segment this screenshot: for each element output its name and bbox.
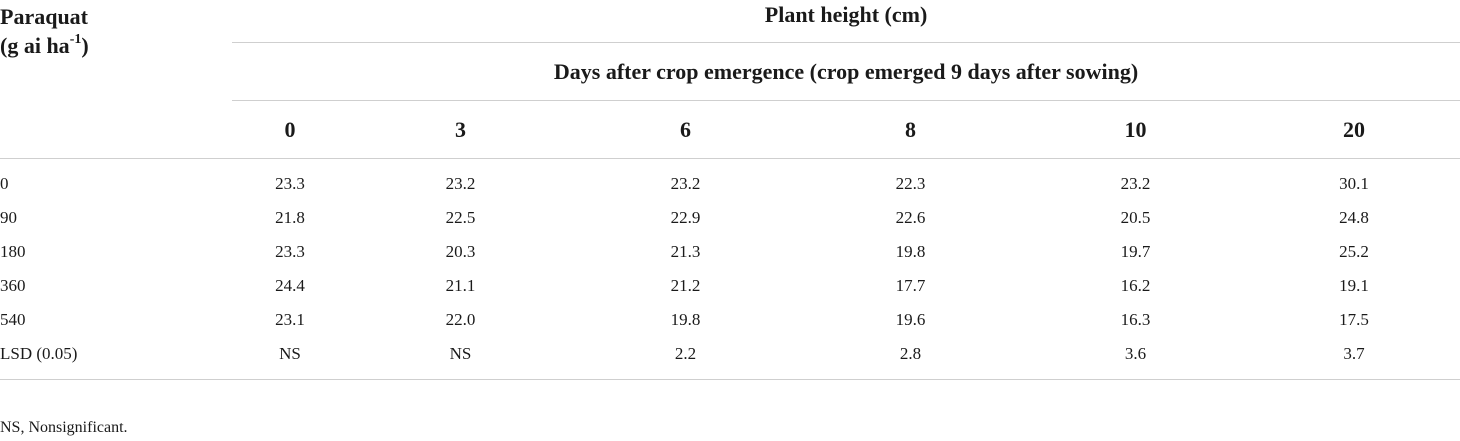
table-footnote: NS, Nonsignificant. [0,419,128,436]
table-cell: 3.6 [1023,337,1248,380]
table-cell: 21.8 [275,208,305,227]
table-cell: NS [232,337,348,380]
table-cell: 19.8 [670,310,701,329]
stub-header-line2-suffix: ) [81,33,89,58]
row-label: LSD (0.05) [0,337,232,380]
table-cell: 23.2 [445,174,476,193]
table-cell: 17.7 [895,276,926,295]
table-cell: 17.5 [1339,310,1369,329]
day-column-header: 10 [1023,100,1248,159]
day-column-header: 6 [573,100,798,159]
stub-header-line1: Paraquat [0,4,88,29]
table-cell: 3.7 [1248,337,1460,380]
stub-header: Paraquat (g ai ha-1) [0,0,232,159]
table-cell: 21.3 [670,242,701,261]
table-cell: 19.6 [895,310,926,329]
table-cell: 2.2 [573,337,798,380]
stub-header-line2-prefix: (g ai ha [0,33,70,58]
row-label: 0 [0,174,9,193]
table-cell: 22.3 [895,174,926,193]
table-cell: 16.3 [1120,310,1151,329]
table-cell: 23.2 [1120,174,1151,193]
sub-span-header: Days after crop emergence (crop emerged … [232,42,1460,101]
table-cell: 20.3 [445,242,476,261]
table-cell: NS [348,337,573,380]
table-row: 180 23.3 20.3 21.3 19.8 19.7 25.2 [0,235,1460,269]
row-label: 540 [0,310,26,329]
table-cell: 19.1 [1339,276,1369,295]
table-cell: 21.2 [670,276,701,295]
table-cell: 23.1 [275,310,305,329]
table-row: 90 21.8 22.5 22.9 22.6 20.5 24.8 [0,201,1460,235]
day-column-header: 0 [232,100,348,159]
table-row: LSD (0.05) NS NS 2.2 2.8 3.6 3.7 [0,337,1460,380]
row-label: 90 [0,208,17,227]
table-cell: 2.8 [798,337,1023,380]
table-cell: 23.2 [670,174,701,193]
span-header: Plant height (cm) [232,0,1460,43]
table-cell: 20.5 [1120,208,1151,227]
table-cell: 30.1 [1339,174,1369,193]
table-cell: 23.3 [275,174,305,193]
table-cell: 19.8 [895,242,926,261]
table-cell: 22.0 [445,310,476,329]
row-label: 180 [0,242,26,261]
table-row: 0 23.3 23.2 23.2 22.3 23.2 30.1 [0,159,1460,202]
stub-header-line2-sup: -1 [69,31,82,47]
table-cell: 22.6 [895,208,926,227]
table-cell: 25.2 [1339,242,1369,261]
table-cell: 19.7 [1120,242,1151,261]
table-cell: 24.4 [275,276,305,295]
table-cell: 23.3 [275,242,305,261]
table-cell: 22.9 [670,208,701,227]
row-label: 360 [0,276,26,295]
table-row: 360 24.4 21.1 21.2 17.7 16.2 19.1 [0,269,1460,303]
data-table-container: Paraquat (g ai ha-1) Plant height (cm) D… [0,0,1460,380]
day-column-header: 20 [1248,100,1460,159]
day-column-header: 8 [798,100,1023,159]
table-cell: 21.1 [445,276,476,295]
day-column-header: 3 [348,100,573,159]
table-cell: 16.2 [1120,276,1151,295]
plant-height-table: Paraquat (g ai ha-1) Plant height (cm) D… [0,0,1460,380]
table-row: 540 23.1 22.0 19.8 19.6 16.3 17.5 [0,303,1460,337]
table-cell: 24.8 [1339,208,1369,227]
table-cell: 22.5 [445,208,476,227]
